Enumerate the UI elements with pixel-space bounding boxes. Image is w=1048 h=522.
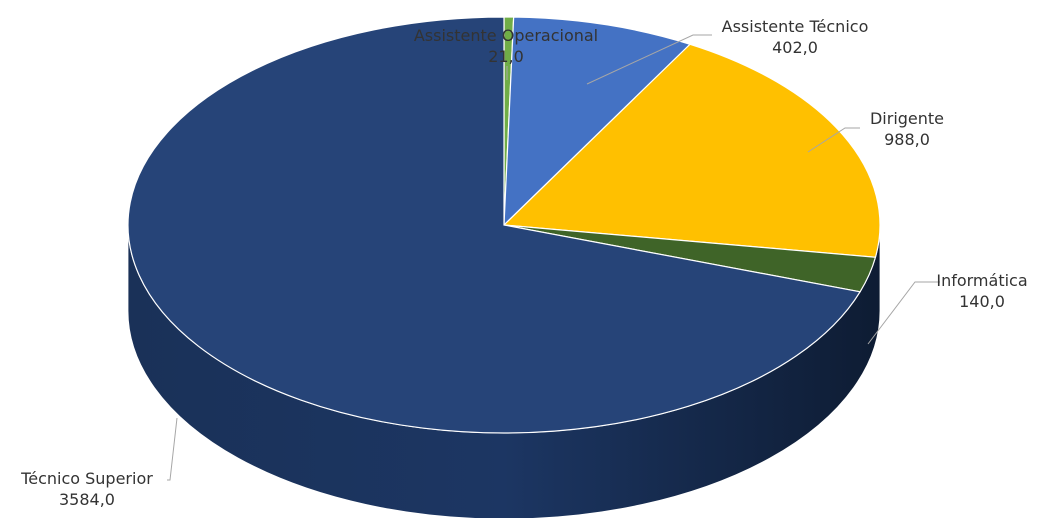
data-label-value-informatica: 140,0 — [959, 292, 1005, 311]
pie-slice-assistente-tecnico — [503, 16, 692, 227]
leader-line-tecnico-superior — [167, 417, 178, 481]
data-label-category-assistente-operacional: Assistente Operacional — [414, 26, 598, 45]
data-label-category-informatica: Informática — [936, 271, 1027, 290]
data-label-value-assistente-tecnico: 402,0 — [772, 38, 818, 57]
data-label-category-tecnico-superior: Técnico Superior — [20, 469, 153, 488]
data-label-value-assistente-operacional: 21,0 — [488, 47, 524, 66]
leader-line-dirigente — [807, 127, 860, 153]
data-label-category-dirigente: Dirigente — [870, 109, 944, 128]
data-label-value-dirigente: 988,0 — [884, 130, 930, 149]
pie-slice-dirigente — [502, 43, 881, 258]
data-label-category-assistente-tecnico: Assistente Técnico — [722, 17, 869, 36]
leader-line-assistente-tecnico — [586, 34, 712, 85]
data-label-value-tecnico-superior: 3584,0 — [59, 490, 115, 509]
leader-line-informatica — [867, 281, 940, 345]
pie-slice-tecnico-superior — [127, 16, 862, 434]
